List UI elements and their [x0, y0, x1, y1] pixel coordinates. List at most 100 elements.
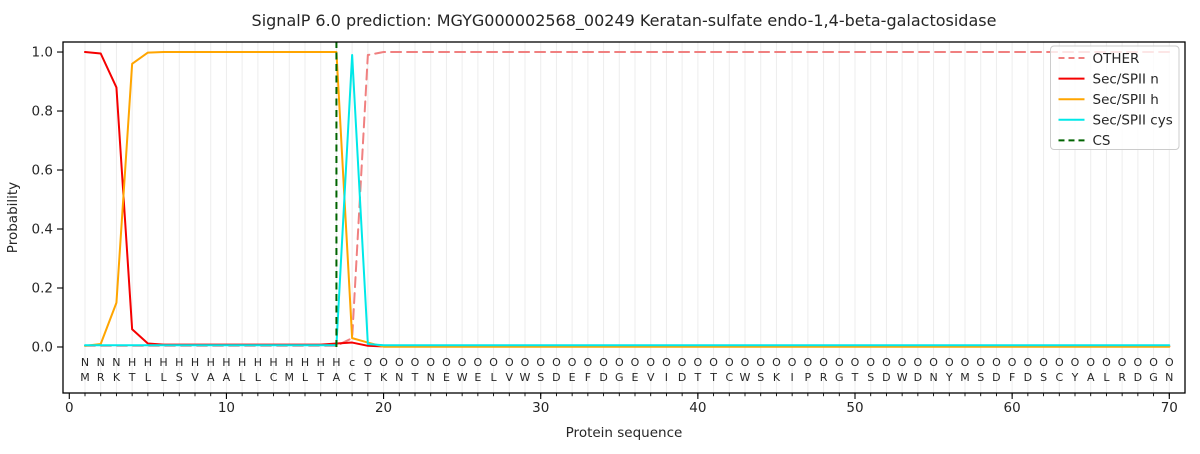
region-label: c — [349, 356, 355, 369]
region-label: H — [159, 356, 167, 369]
sequence-letter: S — [757, 371, 764, 384]
region-label: H — [128, 356, 136, 369]
sequence-letter: K — [113, 371, 121, 384]
region-label: O — [772, 356, 781, 369]
y-tick-label: 0.6 — [32, 163, 53, 179]
x-tick-label: 0 — [65, 400, 74, 416]
sequence-letter: V — [647, 371, 655, 384]
region-label: H — [175, 356, 183, 369]
region-label: O — [584, 356, 593, 369]
region-label: N — [81, 356, 89, 369]
sequence-letter: T — [851, 371, 859, 384]
region-label: O — [1134, 356, 1143, 369]
region-label: O — [379, 356, 388, 369]
y-axis-label: Probability — [5, 182, 21, 253]
sequence-letter: S — [176, 371, 183, 384]
legend-label: CS — [1093, 133, 1111, 149]
region-label: O — [725, 356, 734, 369]
region-label: O — [678, 356, 687, 369]
legend-label: Sec/SPII n — [1093, 71, 1159, 87]
region-label: O — [442, 356, 451, 369]
sequence-letter: C — [1055, 371, 1063, 384]
series-line-sec-spii-n — [84, 51, 1171, 348]
sequence-letter: M — [80, 371, 90, 384]
sequence-letter: C — [348, 371, 356, 384]
sequence-letter: T — [128, 371, 136, 384]
sequence-letter: R — [1118, 371, 1126, 384]
region-label: O — [489, 356, 498, 369]
sequence-letter: G — [835, 371, 844, 384]
region-label: O — [914, 356, 923, 369]
sequence-letter: A — [1087, 371, 1095, 384]
sequence-letter: F — [585, 371, 591, 384]
x-axis: 0 10 20 30 40 50 60 70 — [65, 393, 1178, 416]
region-label: O — [474, 356, 483, 369]
sequence-letter: Y — [1071, 371, 1079, 384]
sequence-letter: I — [665, 371, 668, 384]
sequence-letter: N — [1165, 371, 1173, 384]
sequence-letter: G — [1149, 371, 1158, 384]
region-label: O — [536, 356, 545, 369]
region-label: O — [395, 356, 404, 369]
sequence-letter: T — [316, 371, 324, 384]
region-label: H — [301, 356, 309, 369]
region-label: N — [112, 356, 120, 369]
y-tick-label: 0.4 — [32, 222, 53, 238]
x-axis-label: Protein sequence — [566, 425, 683, 441]
legend-entry-cs: CS — [1058, 133, 1111, 149]
x-tick-label: 70 — [1161, 400, 1178, 416]
sequence-letter: R — [820, 371, 828, 384]
sequence-letter: D — [678, 371, 686, 384]
region-label: O — [929, 356, 938, 369]
region-label: H — [207, 356, 215, 369]
y-tick-label: 0.2 — [32, 280, 53, 296]
region-label: O — [945, 356, 954, 369]
sequence-letter: S — [1040, 371, 1047, 384]
sequence-letter: L — [145, 371, 152, 384]
region-label: H — [191, 356, 199, 369]
region-label: O — [631, 356, 640, 369]
sequence-letter: D — [882, 371, 890, 384]
region-label: O — [1008, 356, 1017, 369]
region-label: H — [317, 356, 325, 369]
region-label: O — [662, 356, 671, 369]
sequence-letter: T — [709, 371, 717, 384]
region-label: O — [976, 356, 985, 369]
series-line-sec-spii-h — [84, 51, 1171, 348]
sequence-letter: D — [914, 371, 922, 384]
sequence-letter: S — [977, 371, 984, 384]
region-label: O — [756, 356, 765, 369]
region-label: O — [1149, 356, 1158, 369]
legend-label: Sec/SPII cys — [1093, 113, 1173, 129]
y-tick-label: 1.0 — [32, 45, 53, 61]
region-label: H — [254, 356, 262, 369]
gridlines — [84, 42, 1170, 393]
sequence-letter: I — [791, 371, 794, 384]
region-label: O — [741, 356, 750, 369]
y-tick-label: 0.8 — [32, 104, 53, 120]
sequence-letter: T — [363, 371, 371, 384]
sequence-letter: N — [427, 371, 435, 384]
region-label: H — [144, 356, 152, 369]
sequence-letter: T — [693, 371, 701, 384]
legend-box — [1050, 45, 1180, 150]
sequence-letter: L — [1103, 371, 1110, 384]
sequence-letter: S — [537, 371, 544, 384]
sequence-letter: D — [599, 371, 607, 384]
region-label: O — [804, 356, 813, 369]
sequence-letter: F — [1009, 371, 1015, 384]
sequence-letter: P — [805, 371, 812, 384]
sequence-letter: L — [239, 371, 246, 384]
sequence-letter: T — [411, 371, 419, 384]
y-axis: 0.0 0.2 0.4 0.6 0.8 1.0 — [32, 45, 63, 355]
region-label: O — [426, 356, 435, 369]
region-label: O — [898, 356, 907, 369]
region-label: O — [568, 356, 577, 369]
sequence-letter: L — [255, 371, 262, 384]
sequence-letter: E — [632, 371, 639, 384]
sequence-letter: W — [740, 371, 751, 384]
legend-label: Sec/SPII h — [1093, 92, 1159, 108]
